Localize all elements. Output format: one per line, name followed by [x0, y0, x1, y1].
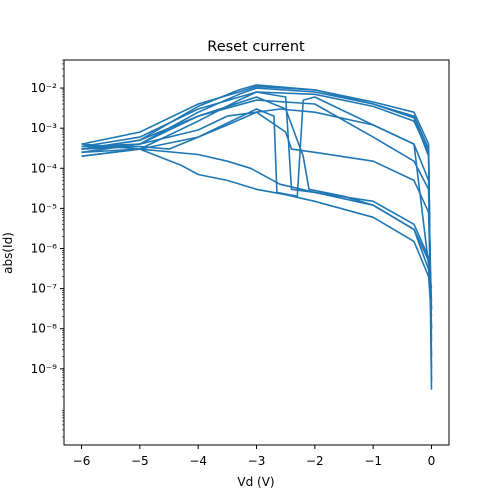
series-line-12	[81, 99, 433, 310]
y-tick-label: 10⁻²	[31, 81, 58, 95]
y-tick-label: 10⁻⁵	[31, 201, 58, 215]
y-tick-label: 10⁻⁷	[31, 282, 58, 296]
chart-title: Reset current	[207, 39, 305, 55]
y-tick-label: 10⁻⁴	[31, 161, 58, 175]
x-axis-ticks: −6 −5 −4 −3 −2 −1 0	[73, 445, 436, 468]
y-tick-label: 10⁻⁹	[31, 362, 58, 376]
plot-frame	[63, 59, 450, 446]
series-line-11	[81, 91, 433, 301]
series-line-10	[81, 96, 433, 289]
x-axis-label: Vd (V)	[237, 475, 274, 489]
series-line-4	[81, 85, 433, 357]
x-tick-label: −3	[248, 454, 266, 468]
series-line-7	[81, 148, 433, 310]
y-tick-label: 10⁻⁸	[31, 322, 58, 336]
x-tick-label: −6	[73, 454, 91, 468]
y-axis-label: abs(Id)	[1, 232, 15, 274]
x-tick-label: −1	[364, 454, 382, 468]
x-tick-label: −4	[189, 454, 207, 468]
x-tick-label: −5	[131, 454, 149, 468]
y-tick-label: 10⁻³	[31, 121, 58, 135]
x-tick-label: −2	[306, 454, 324, 468]
y-tick-label: 10⁻⁶	[31, 241, 58, 255]
data-curves	[81, 84, 433, 390]
y-axis-ticks: 10⁻² 10⁻³ 10⁻⁴ 10⁻⁵ 10⁻⁶ 10⁻⁷ 10⁻⁸ 10⁻⁹	[31, 59, 64, 438]
series-line-5	[81, 108, 433, 341]
series-line-8	[81, 143, 433, 317]
x-tick-label: 0	[428, 454, 436, 468]
